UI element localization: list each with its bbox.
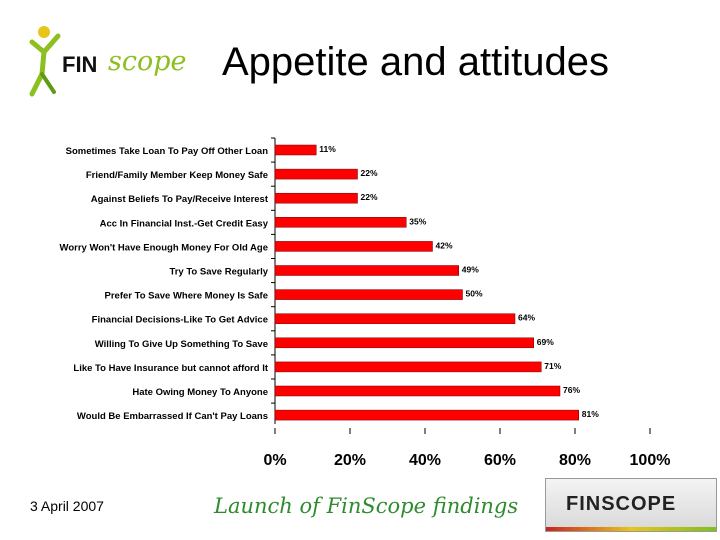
category-label: Against Beliefs To Pay/Receive Interest (91, 194, 269, 205)
x-tick-label: 60% (484, 452, 516, 469)
logo-scope-text: scope (108, 46, 187, 77)
brand-text: FINSCOPE (566, 493, 677, 515)
data-label: 42% (436, 240, 453, 250)
data-label: 69% (537, 337, 554, 347)
category-label: Like To Have Insurance but cannot afford… (73, 363, 268, 374)
x-tick-label: 0% (263, 452, 286, 469)
bar (274, 192, 358, 204)
finscope-brand-logo: FINSCOPE (545, 478, 717, 532)
bar-chart: Sometimes Take Loan To Pay Off Other Loa… (60, 137, 671, 469)
bar (274, 361, 542, 373)
category-label: Financial Decisions-Like To Get Advice (92, 315, 268, 326)
bar (274, 217, 407, 228)
category-label: Friend/Family Member Keep Money Safe (86, 170, 268, 181)
x-tick-label: 80% (559, 452, 591, 469)
brand-stripe (546, 527, 716, 531)
category-label: Try To Save Regularly (169, 267, 268, 278)
category-label: Would Be Embarrassed If Can't Pay Loans (77, 411, 268, 422)
footer-tagline: Launch of FinScope findings (214, 494, 519, 518)
bar (274, 313, 516, 324)
data-label: 22% (361, 192, 378, 202)
x-tick-label: 100% (630, 452, 671, 469)
x-tick-label: 20% (334, 452, 366, 469)
data-label: 49% (462, 265, 479, 275)
bar (274, 144, 317, 156)
category-label: Acc In Financial Inst.-Get Credit Easy (100, 218, 269, 229)
x-tick-label: 40% (409, 452, 441, 469)
data-label: 81% (582, 409, 599, 419)
category-label: Prefer To Save Where Money Is Safe (105, 291, 269, 302)
data-label: 64% (518, 313, 535, 323)
bar (274, 168, 358, 180)
data-label: 11% (319, 144, 336, 154)
data-label: 35% (409, 216, 426, 226)
category-label: Hate Owing Money To Anyone (132, 387, 268, 398)
data-label: 50% (466, 289, 483, 299)
logo-fin-text: FIN (62, 52, 98, 77)
bar (274, 241, 433, 252)
footer-date: 3 April 2007 (30, 498, 104, 514)
bar (274, 337, 534, 349)
data-label: 71% (544, 361, 561, 371)
category-label: Worry Won't Have Enough Money For Old Ag… (60, 242, 268, 253)
finscope-logo: FIN scope (24, 22, 187, 102)
category-label: Sometimes Take Loan To Pay Off Other Loa… (66, 146, 269, 157)
bar (274, 289, 463, 300)
bar (274, 385, 561, 397)
bar (274, 409, 579, 421)
page-title: Appetite and attitudes (222, 40, 609, 84)
figure-icon (29, 26, 61, 97)
category-label: Willing To Give Up Something To Save (95, 339, 268, 350)
data-label: 76% (563, 385, 580, 395)
bar (274, 265, 459, 276)
data-label: 22% (361, 168, 378, 178)
